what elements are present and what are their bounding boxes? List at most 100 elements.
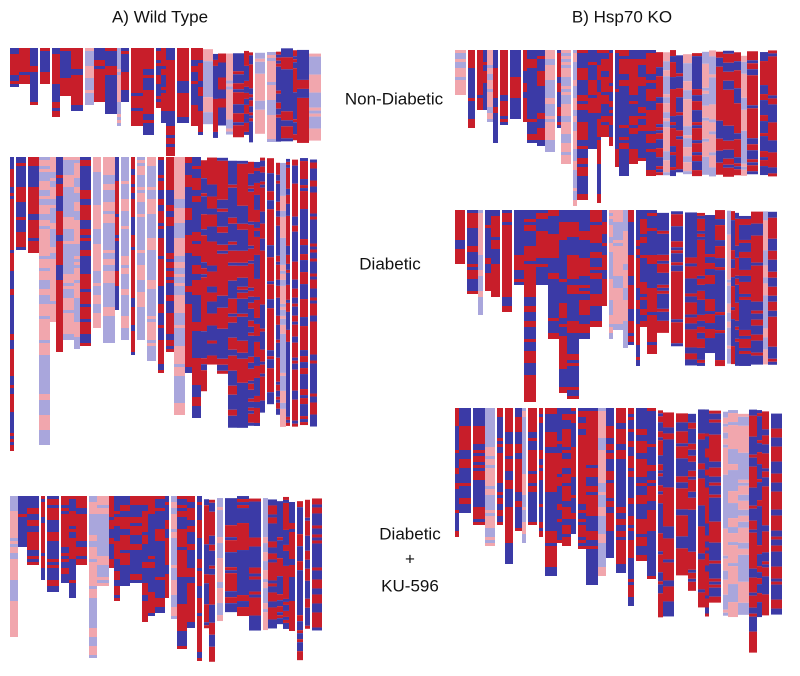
pattern-strip (158, 160, 164, 175)
pattern-strip (663, 127, 670, 152)
pattern-strip (646, 170, 656, 176)
pattern-strip (768, 310, 777, 317)
pattern-strip (142, 544, 148, 562)
pattern-strip (114, 496, 120, 511)
pattern-strip (39, 157, 50, 160)
pattern-strip (676, 76, 683, 89)
pattern-strip (217, 358, 228, 365)
pattern-strip (491, 237, 500, 240)
pattern-strip (647, 471, 656, 480)
condition-label: KU-596 (381, 576, 439, 595)
pattern-strip (233, 122, 244, 126)
pattern-strip (203, 112, 213, 125)
pattern-strip (297, 615, 303, 622)
pattern-strip (739, 275, 751, 282)
pattern-strip (39, 229, 50, 256)
pattern-strip (559, 210, 567, 222)
pattern-strip (491, 216, 500, 237)
pattern-strip (201, 229, 207, 236)
pattern-strip (237, 595, 249, 602)
pattern-strip (571, 495, 576, 498)
pattern-strip (579, 315, 590, 324)
pattern-strip (94, 69, 105, 102)
pattern-strip (676, 55, 683, 74)
pattern-strip (656, 139, 663, 149)
pattern-strip (89, 628, 97, 637)
pattern-strip (50, 253, 56, 259)
pattern-strip (749, 631, 757, 653)
pattern-strip (292, 324, 298, 337)
pattern-strip (561, 95, 571, 104)
pattern-strip (483, 71, 487, 83)
pattern-strip (597, 164, 601, 194)
pattern-strip (121, 181, 129, 184)
pattern-strip (286, 203, 290, 216)
pattern-strip (477, 95, 483, 98)
pattern-strip (697, 359, 705, 363)
pattern-strip (237, 607, 249, 617)
pattern-strip (41, 502, 45, 517)
pattern-strip (646, 152, 656, 170)
pattern-strip (268, 547, 277, 554)
pattern-strip (734, 52, 741, 62)
pattern-strip (74, 337, 80, 349)
pattern-strip (741, 163, 747, 167)
pattern-strip (615, 89, 619, 92)
pattern-strip (187, 550, 195, 568)
pattern-strip (763, 295, 768, 329)
pattern-strip (39, 190, 50, 196)
pattern-strip (688, 491, 696, 498)
pattern-strip (249, 567, 261, 574)
pattern-strip (228, 385, 237, 395)
pattern-strip (174, 208, 185, 223)
pattern-strip (579, 210, 590, 231)
pattern-strip (562, 459, 571, 468)
pattern-strip (709, 152, 716, 156)
pattern-strip (39, 181, 50, 190)
pattern-strip (233, 83, 244, 90)
pattern-strip (204, 583, 209, 605)
pattern-strip (276, 66, 281, 91)
pattern-strip (166, 301, 174, 313)
pattern-strip (228, 355, 237, 371)
pattern-strip (117, 120, 121, 123)
pattern-strip (749, 454, 757, 458)
pattern-strip (738, 542, 749, 549)
pattern-strip (522, 522, 526, 534)
pattern-strip (539, 450, 543, 459)
pattern-strip (155, 508, 165, 511)
pattern-strip (579, 276, 590, 285)
pattern-strip (276, 408, 280, 415)
pattern-strip (573, 149, 577, 161)
pattern-strip (147, 238, 156, 250)
pattern-strip (312, 603, 322, 613)
pattern-strip (734, 70, 741, 89)
pattern-strip (751, 355, 763, 365)
pattern-strip (166, 226, 174, 253)
pattern-strip (254, 407, 260, 423)
pattern-strip (97, 580, 109, 583)
pattern-strip (254, 317, 260, 324)
pattern-strip (280, 285, 286, 304)
pattern-strip (74, 178, 80, 187)
pattern-strip (562, 408, 571, 414)
pattern-strip (147, 187, 156, 190)
pattern-strip (228, 241, 237, 245)
pattern-strip (658, 494, 663, 504)
pattern-strip (598, 516, 606, 534)
pattern-strip (74, 298, 80, 322)
pattern-strip (628, 210, 634, 222)
pattern-strip (539, 522, 543, 528)
pattern-strip (76, 541, 87, 547)
pattern-strip (692, 152, 702, 156)
pattern-strip (165, 538, 169, 565)
pattern-strip (10, 81, 19, 84)
pattern-strip (601, 122, 609, 125)
pattern-strip (771, 515, 782, 531)
pattern-strip (130, 517, 142, 523)
pattern-strip (658, 410, 663, 414)
pattern-strip (715, 315, 725, 331)
pattern-strip (201, 214, 207, 230)
pattern-strip (97, 505, 109, 508)
pattern-strip (647, 486, 656, 501)
